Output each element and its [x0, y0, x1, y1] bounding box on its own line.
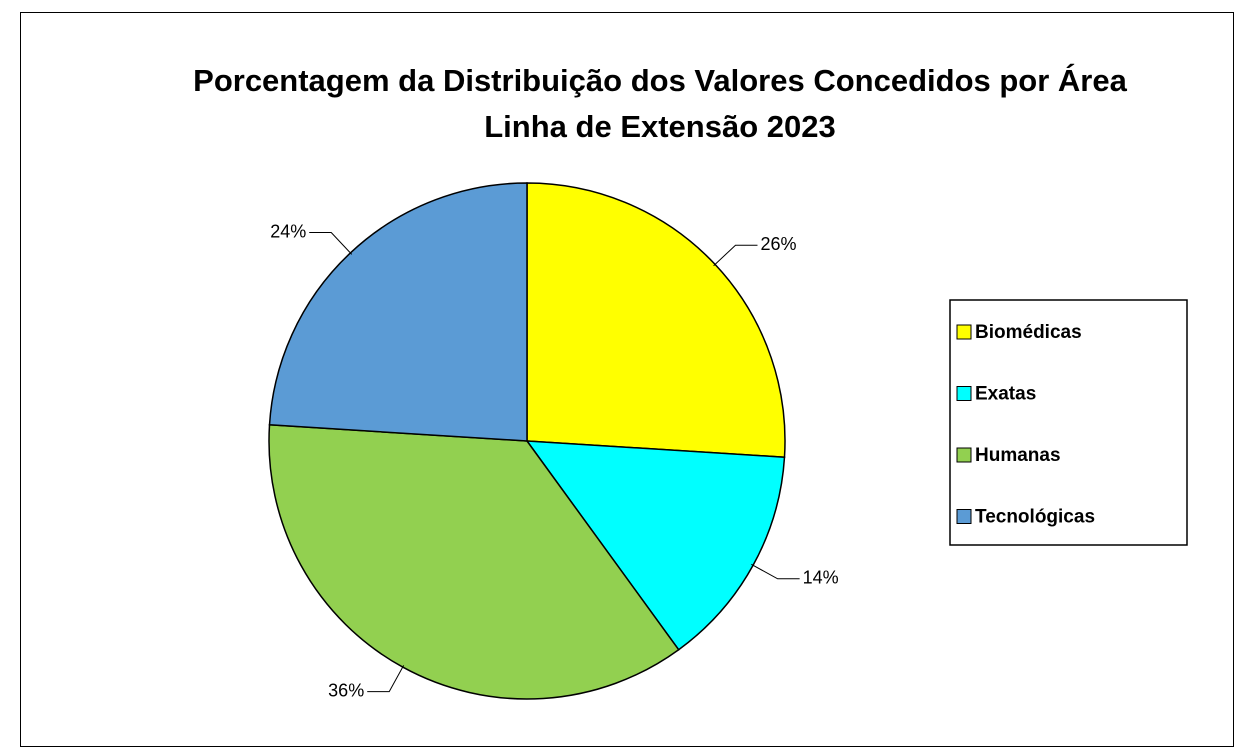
leader-line	[751, 563, 800, 580]
legend-swatch	[956, 509, 972, 524]
chart-title: Porcentagem da Distribuição dos Valores …	[193, 63, 1127, 144]
legend-label: Humanas	[975, 445, 1061, 466]
pie-slice	[526, 182, 786, 458]
chart-frame	[20, 12, 1234, 747]
legend-label: Tecnológicas	[975, 507, 1095, 528]
leader-line	[713, 244, 758, 267]
data-label: 26%	[760, 234, 796, 254]
leader-line	[309, 232, 353, 255]
legend-box	[949, 299, 1188, 546]
legend-swatch	[956, 447, 972, 463]
data-label: 14%	[803, 568, 839, 588]
pie-slice	[268, 182, 528, 442]
legend-label: Biomédicas	[975, 322, 1082, 343]
legend-swatch	[956, 386, 972, 401]
leader-line	[367, 665, 405, 693]
data-label: 24%	[270, 221, 306, 241]
data-label: 36%	[328, 680, 364, 700]
legend-swatch	[956, 324, 972, 340]
legend-label: Exatas	[975, 384, 1036, 405]
